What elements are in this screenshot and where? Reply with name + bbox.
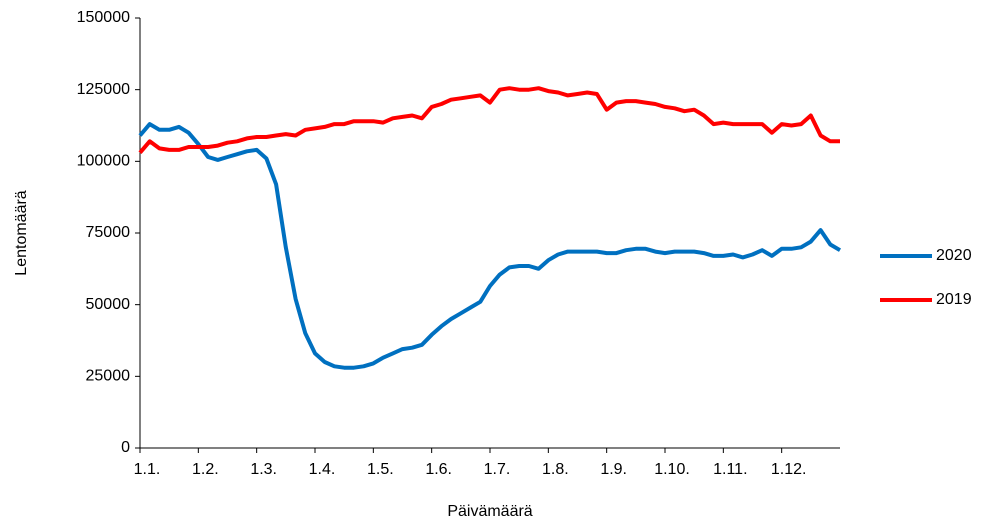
x-tick-label: 1.6. [425, 461, 452, 478]
y-axis-label: Lentomäärä [13, 190, 30, 275]
line-series [138, 86, 840, 154]
x-tick-label: 1.4. [309, 461, 336, 478]
x-axis-label: Päivämäärä [447, 503, 532, 520]
x-tick-label: 1.3. [250, 461, 277, 478]
y-tick-label: 75000 [86, 224, 131, 241]
y-tick-label: 100000 [77, 153, 130, 170]
x-tick-label: 1.2. [192, 461, 219, 478]
x-tick-label: 1.7. [484, 461, 511, 478]
x-tick-label: 1.11. [713, 461, 747, 478]
line-series [138, 122, 842, 370]
legend-label: 2020 [936, 247, 972, 264]
y-tick-label: 125000 [77, 81, 130, 98]
x-tick-label: 1.5. [367, 461, 394, 478]
x-tick-label: 1.1. [134, 461, 161, 478]
x-tick-label: 1.8. [542, 461, 569, 478]
y-tick-label: 150000 [77, 9, 130, 26]
y-tick-label: 0 [121, 439, 130, 456]
y-tick-label: 50000 [86, 296, 131, 313]
x-tick-label: 1.12. [771, 461, 807, 478]
y-tick-label: 25000 [86, 368, 131, 385]
x-tick-label: 1.10. [654, 461, 690, 478]
legend-label: 2019 [936, 291, 972, 308]
x-tick-label: 1.9. [600, 461, 627, 478]
